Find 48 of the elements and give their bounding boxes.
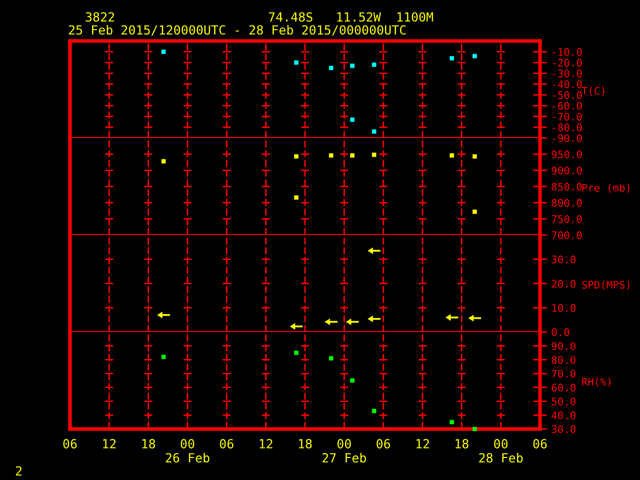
y-tick-label: 40.0 bbox=[552, 411, 576, 420]
y-axis-title: Pre (mb) bbox=[582, 184, 630, 193]
y-tick-label: -60.0 bbox=[552, 102, 582, 110]
x-tick-label: 06 bbox=[220, 439, 234, 448]
y-tick-label: 700.0 bbox=[552, 231, 582, 240]
x-tick-label: 00 26 Feb bbox=[166, 439, 210, 463]
y-tick-label: 0.0 bbox=[552, 328, 570, 336]
y-tick-label: 70.0 bbox=[552, 370, 576, 378]
y-tick-label: 750.0 bbox=[552, 215, 582, 223]
x-tick-label: 00 28 Feb bbox=[479, 439, 523, 463]
y-tick-label: -10.0 bbox=[552, 48, 582, 56]
y-tick-label: -70.0 bbox=[552, 112, 582, 121]
y-tick-label: 30.0 bbox=[552, 256, 576, 264]
y-tick-label: 800.0 bbox=[552, 198, 582, 207]
y-tick-label: -20.0 bbox=[552, 58, 582, 67]
y-tick-label: 850.0 bbox=[552, 182, 582, 191]
y-tick-label: 60.0 bbox=[552, 384, 576, 392]
x-tick-label: 18 bbox=[298, 439, 312, 448]
x-tick-label: 06 bbox=[376, 439, 390, 448]
x-tick-label: 06 bbox=[63, 439, 77, 448]
y-tick-label: 80.0 bbox=[552, 356, 576, 364]
point bbox=[450, 56, 454, 60]
y-tick-label: -40.0 bbox=[552, 80, 582, 88]
y-axis-title: T(C) bbox=[582, 86, 604, 96]
x-tick-label: 12 bbox=[103, 439, 116, 448]
x-tick-label: 12 bbox=[260, 439, 272, 448]
y-tick-label: -30.0 bbox=[552, 70, 582, 78]
y-tick-label: 900.0 bbox=[552, 166, 582, 174]
chart-title: 3822 bbox=[86, 12, 114, 22]
y-tick-label: 50.0 bbox=[552, 398, 576, 406]
y-tick-label: 10.0 bbox=[552, 304, 576, 312]
x-tick-label: 18 bbox=[142, 439, 156, 448]
x-tick-label: 06 bbox=[533, 439, 547, 448]
y-tick-label: -50.0 bbox=[552, 91, 582, 100]
y-axis-title: RH(%) bbox=[582, 378, 611, 387]
y-tick-label: 30.0 bbox=[552, 425, 576, 434]
x-tick-label: 00 27 Feb bbox=[322, 439, 366, 463]
y-axis-title: SPD(MPS) bbox=[582, 280, 630, 290]
y-tick-label: 20.0 bbox=[552, 280, 576, 288]
x-tick-label: 12 bbox=[416, 439, 429, 448]
x-tick-label: 18 bbox=[456, 439, 468, 448]
y-tick-label: -90.0 bbox=[552, 134, 582, 142]
y-tick-label: 90.0 bbox=[552, 342, 576, 350]
text: 74.48S 11.52W 1100M bbox=[268, 12, 434, 22]
chart-subtitle: 25 Feb 2015/120000UTC - 28 Feb 2015/000000UTC bbox=[68, 24, 406, 36]
text: 2 bbox=[16, 466, 22, 476]
y-tick-label: -80.0 bbox=[552, 123, 582, 132]
y-tick-label: 950.0 bbox=[552, 150, 582, 158]
